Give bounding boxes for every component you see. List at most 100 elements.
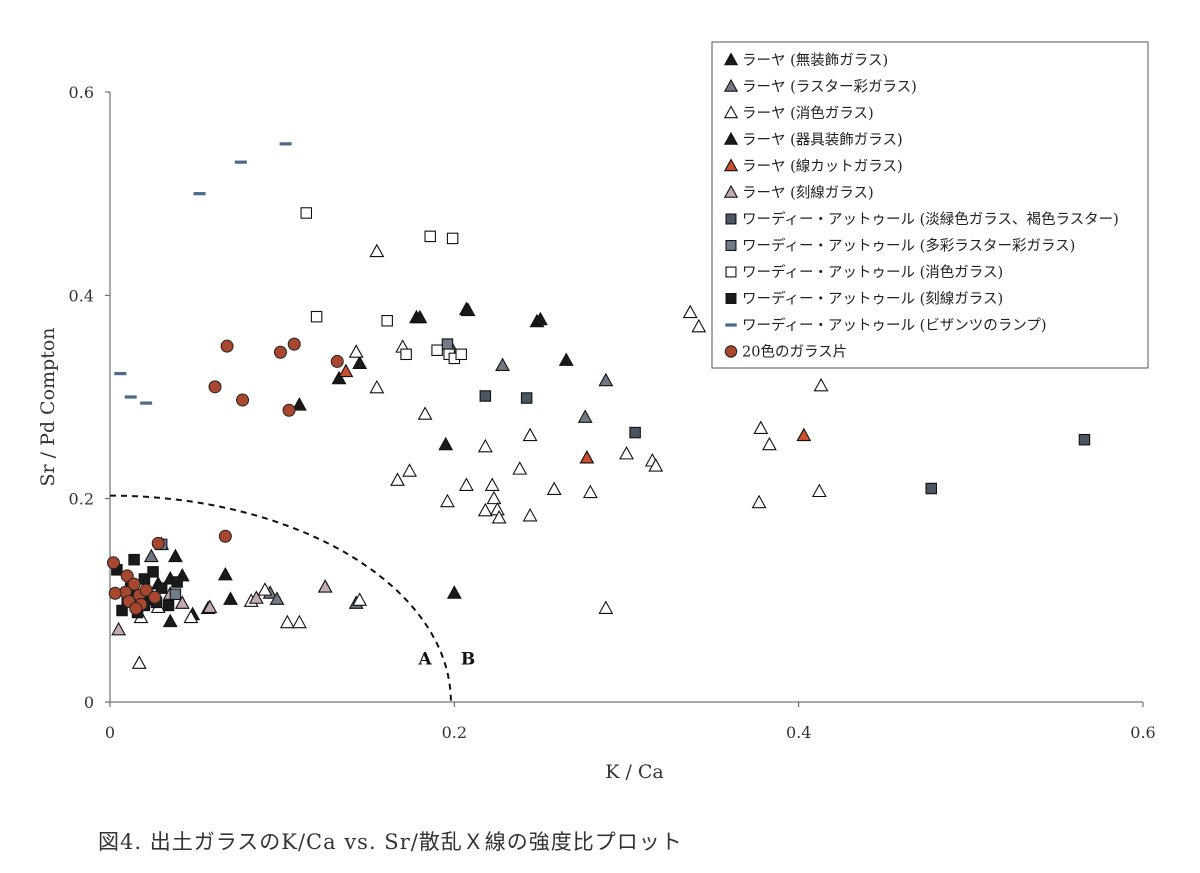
data-point	[369, 379, 385, 394]
data-point	[162, 613, 178, 628]
data-point	[127, 577, 141, 591]
data-point	[330, 354, 344, 368]
data-point	[796, 427, 812, 442]
legend-swatch	[725, 240, 737, 251]
data-point	[234, 160, 247, 164]
data-point	[813, 377, 829, 392]
y-tick-label: 0	[84, 693, 94, 712]
data-point	[208, 380, 222, 394]
data-point	[287, 337, 301, 351]
data-point	[546, 481, 562, 496]
legend-entry-label: ワーディー・アットゥール (多彩ラスター彩ガラス)	[742, 237, 1075, 255]
data-point	[441, 338, 454, 350]
data-point	[520, 392, 533, 404]
data-point	[648, 458, 664, 472]
data-point	[412, 309, 428, 324]
x-axis-label: K / Ca	[605, 761, 664, 783]
data-point	[512, 461, 528, 475]
data-point	[402, 463, 418, 477]
axes: 0 0.2 0.4 0.6 0 0.2 0.4 0.6 K / Ca Sr / Pd Compto…	[37, 83, 1156, 783]
legend-entry-label: ラーヤ (無装飾ガラス)	[742, 52, 888, 69]
data-point	[381, 314, 393, 327]
data-point	[291, 614, 307, 629]
data-point	[532, 311, 548, 326]
data-point	[489, 501, 505, 516]
data-point	[431, 344, 443, 356]
data-point	[193, 192, 206, 196]
x-tick-label: 0.2	[442, 723, 467, 742]
series-12	[106, 337, 344, 615]
legend-swatch	[724, 345, 738, 358]
series-3	[131, 243, 829, 669]
data-point	[279, 614, 295, 629]
legend-swatch	[723, 52, 739, 66]
data-point	[455, 348, 467, 361]
data-point	[282, 403, 296, 417]
data-point	[491, 510, 507, 524]
data-point	[438, 436, 454, 451]
data-point	[484, 477, 500, 491]
data-point	[248, 590, 264, 604]
legend-entry-label: ラーヤ (器具装飾ガラス)	[742, 132, 903, 149]
data-point	[131, 655, 147, 669]
annotation-label: B	[461, 649, 475, 669]
data-point	[155, 582, 168, 594]
data-point	[348, 344, 364, 358]
data-point	[619, 445, 634, 460]
data-point	[111, 621, 127, 636]
data-point	[331, 370, 347, 385]
data-point	[217, 566, 233, 581]
data-point	[479, 390, 492, 402]
legend-entry-label: ワーディー・アットゥール (刻線ガラス)	[742, 290, 1003, 308]
legend-swatch	[723, 78, 739, 92]
data-point	[495, 357, 510, 371]
data-point	[162, 599, 175, 612]
legend-entry-label: ラーヤ (消色ガラス)	[742, 105, 874, 122]
data-point	[183, 609, 199, 624]
data-point	[147, 566, 159, 578]
data-point	[751, 494, 767, 509]
data-point	[691, 318, 707, 333]
legend-box	[711, 41, 1149, 369]
data-point	[522, 427, 538, 442]
data-point	[202, 599, 218, 613]
data-point	[236, 393, 250, 407]
data-point	[925, 482, 937, 495]
data-point	[1078, 433, 1091, 446]
data-point	[310, 310, 323, 323]
data-point	[629, 426, 641, 439]
legend-entry-label: 20色のガラス片	[742, 344, 847, 361]
data-point	[598, 600, 614, 614]
data-point	[577, 409, 593, 423]
legend-entry-label: ワーディー・アットゥール (ビザンツのランプ)	[742, 316, 1046, 334]
data-point	[558, 352, 574, 366]
data-point	[369, 243, 385, 258]
data-point	[522, 507, 538, 522]
data-point	[128, 553, 140, 566]
data-point	[446, 585, 462, 599]
legend-entry-label: ラーヤ (ラスター彩ガラス)	[742, 79, 917, 96]
data-point	[291, 397, 307, 411]
data-point	[124, 395, 137, 399]
data-point	[477, 502, 493, 517]
data-point	[139, 583, 153, 597]
data-point	[218, 529, 232, 543]
x-tick-label: 0.6	[1130, 723, 1155, 742]
data-point	[477, 438, 493, 453]
data-point	[269, 591, 285, 605]
data-point	[317, 579, 333, 593]
y-tick-label: 0.2	[69, 490, 94, 509]
data-point	[753, 420, 769, 435]
data-point	[223, 591, 238, 605]
figure-caption: 図4. 出土ガラスのK/Ca vs. Sr/散乱Ｘ線の強度比プロット	[98, 830, 683, 854]
series-4	[412, 302, 548, 326]
data-point	[169, 588, 182, 600]
legend-entry-label: ワーディー・アットゥール (淡緑色ガラス、褐色ラスター)	[742, 210, 1119, 228]
series-9	[300, 207, 467, 365]
data-point	[338, 363, 354, 378]
annotation-label: A	[417, 649, 432, 669]
data-point	[220, 339, 234, 353]
data-point	[352, 355, 368, 369]
